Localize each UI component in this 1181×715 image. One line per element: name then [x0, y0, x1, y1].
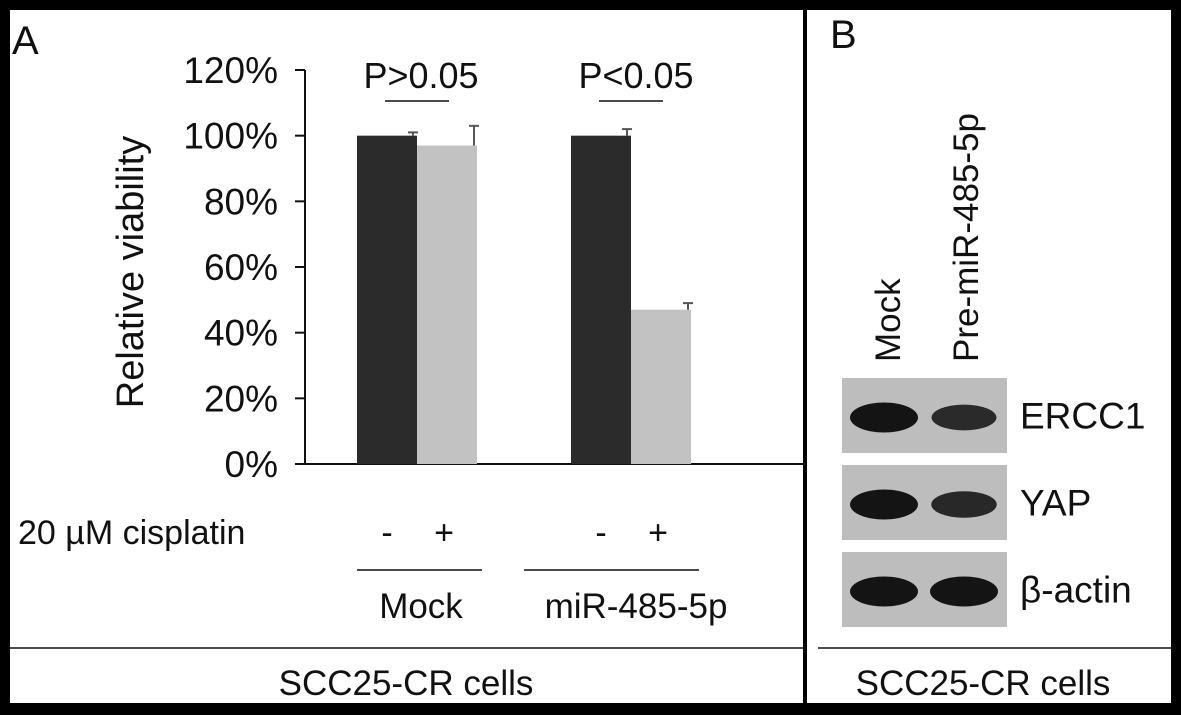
- significance-label: P<0.05: [578, 55, 693, 96]
- band-label: YAP: [1020, 483, 1091, 524]
- band-label: ERCC1: [1020, 396, 1145, 437]
- treatment-sign: +: [648, 514, 668, 552]
- y-tick-label: 80%: [204, 181, 278, 222]
- group-label: miR-485-5p: [545, 587, 728, 626]
- panel-b-footer-label: SCC25-CR cells: [856, 664, 1111, 703]
- y-tick-label: 40%: [204, 313, 278, 354]
- treatment-sign: -: [595, 514, 606, 552]
- bar: [571, 135, 631, 464]
- y-tick-label: 20%: [204, 378, 278, 419]
- blot-band: [850, 402, 918, 433]
- treatment-label: 20 µM cisplatin: [18, 514, 245, 552]
- blot-band: [931, 404, 997, 431]
- lane-label: Mock: [869, 278, 908, 362]
- panel-a-footer-label: SCC25-CR cells: [279, 664, 534, 703]
- group-label: Mock: [379, 587, 463, 626]
- y-axis-label: Relative viability: [110, 136, 152, 408]
- panel-a-letter: A: [12, 19, 39, 63]
- treatment-sign: +: [434, 514, 454, 552]
- western-blot: Mock Pre-miR-485-5p ERCC1 YAP β-actin: [842, 113, 1145, 627]
- y-tick-label: 120%: [183, 50, 278, 91]
- bar: [417, 145, 477, 464]
- y-tick-label: 100%: [183, 116, 278, 157]
- lane-label: Pre-miR-485-5p: [947, 113, 986, 362]
- blot-band: [930, 576, 998, 607]
- blot-band: [850, 576, 918, 607]
- band-label: β-actin: [1020, 570, 1132, 611]
- bar: [357, 135, 417, 464]
- significance-label: P>0.05: [363, 55, 478, 96]
- y-tick-label: 0%: [225, 444, 278, 485]
- blot-band: [850, 489, 918, 520]
- blot-band: [931, 491, 997, 518]
- treatment-sign: -: [381, 514, 392, 552]
- panel-b-letter: B: [830, 13, 857, 57]
- y-tick-label: 60%: [204, 247, 278, 288]
- bar: [631, 309, 691, 464]
- bar-chart: 0% 20% 40% 60% 80% 100% 120% - + P>0.05 Mock - + P<0.…: [183, 50, 805, 626]
